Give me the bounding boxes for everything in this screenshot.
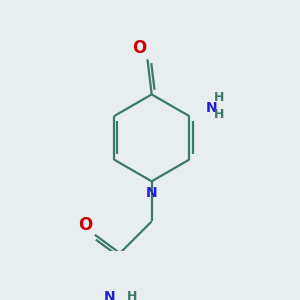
Text: O: O (78, 216, 92, 234)
Text: N: N (146, 186, 158, 200)
Text: N: N (103, 290, 115, 300)
Text: H: H (214, 91, 225, 104)
Text: H: H (127, 290, 137, 300)
Text: O: O (132, 39, 146, 57)
Text: N: N (206, 101, 218, 115)
Text: H: H (214, 108, 225, 121)
